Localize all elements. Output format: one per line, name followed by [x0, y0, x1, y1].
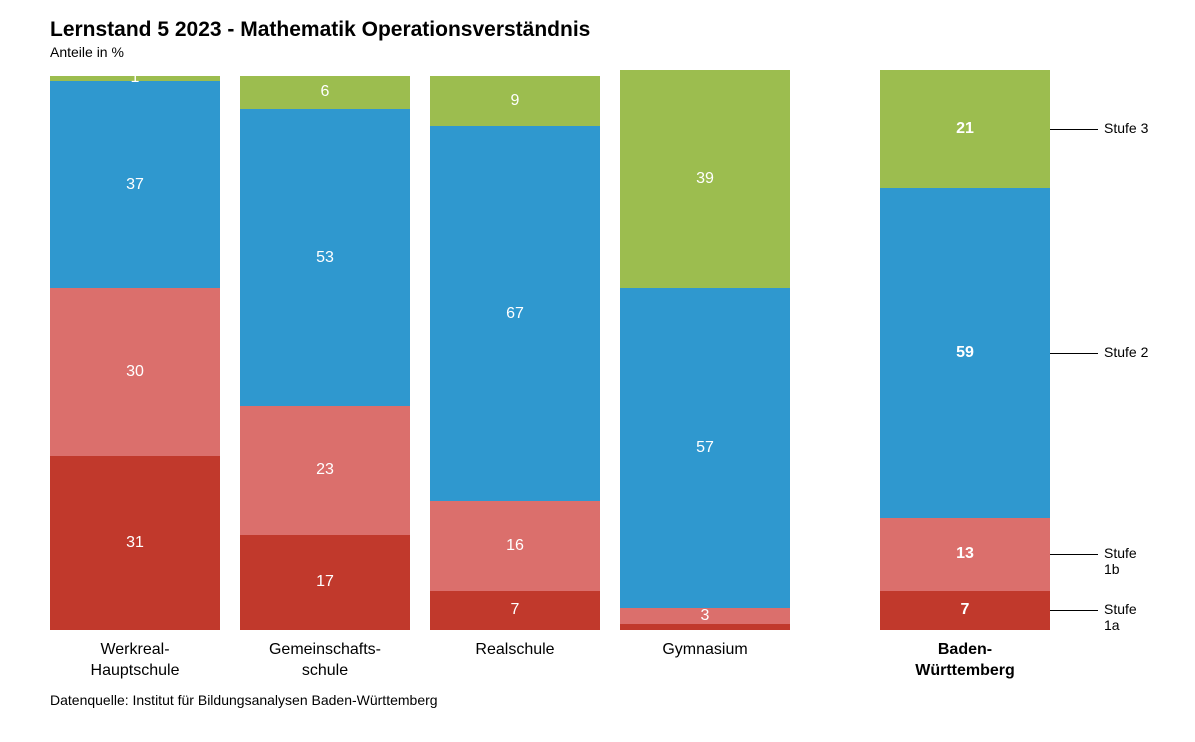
segment-stufe2: 37 [50, 81, 220, 288]
value-label: 16 [506, 537, 524, 555]
segment-stufe1a: 31 [50, 456, 220, 630]
x-axis-label: Werkreal-Hauptschule [50, 640, 220, 682]
value-label: 7 [511, 601, 520, 619]
value-label: 30 [126, 363, 144, 381]
segment-stufe3: 6 [240, 76, 410, 110]
bar-0: 31 30 37 1 [50, 70, 220, 630]
value-label: 59 [956, 344, 974, 362]
segment-stufe2: 59 [880, 188, 1050, 518]
value-label: 53 [316, 249, 334, 267]
segment-stufe2: 53 [240, 109, 410, 406]
bar-2: 7 16 67 9 [430, 70, 600, 630]
legend-label-stufe1b: Stufe 1b [1104, 545, 1150, 577]
segment-stufe1b: 23 [240, 406, 410, 535]
segment-stufe1a: 7 [880, 591, 1050, 630]
value-label: 7 [961, 601, 970, 619]
value-label: 39 [696, 170, 714, 188]
value-label: 31 [126, 534, 144, 552]
segment-stufe1b: 16 [430, 501, 600, 591]
value-label: 21 [956, 120, 974, 138]
legend-leader [1050, 129, 1098, 130]
legend-label-stufe3: Stufe 3 [1104, 120, 1148, 136]
legend-label-stufe1a: Stufe 1a [1104, 601, 1150, 633]
value-label: 3 [701, 607, 710, 625]
value-label: 1 [131, 69, 140, 87]
segment-stufe1b: 30 [50, 288, 220, 456]
value-label: 23 [316, 461, 334, 479]
segment-stufe1a: 17 [240, 535, 410, 630]
value-label: 57 [696, 439, 714, 457]
bar-4: 7 13 59 21 [880, 70, 1050, 630]
chart-subtitle: Anteile in % [50, 44, 124, 60]
x-axis-label: Realschule [430, 640, 600, 661]
value-label: 13 [956, 545, 974, 563]
legend-leader [1050, 554, 1098, 555]
x-axis-label: Gymnasium [620, 640, 790, 661]
segment-stufe3: 21 [880, 70, 1050, 188]
bar-3: 3 57 39 [620, 70, 790, 630]
bar-1: 17 23 53 6 [240, 70, 410, 630]
segment-stufe1a: 7 [430, 591, 600, 630]
x-axis-label: Baden-Württemberg [880, 640, 1050, 682]
value-label: 9 [511, 92, 520, 110]
legend-label-stufe2: Stufe 2 [1104, 344, 1148, 360]
value-label: 37 [126, 176, 144, 194]
value-label: 17 [316, 573, 334, 591]
legend-leader [1050, 353, 1098, 354]
segment-stufe1b: 13 [880, 518, 1050, 591]
x-axis-label: Gemeinschafts-schule [240, 640, 410, 682]
segment-stufe3: 1 [50, 76, 220, 82]
value-label: 6 [321, 83, 330, 101]
chart-title: Lernstand 5 2023 - Mathematik Operations… [50, 18, 590, 42]
segment-stufe3: 9 [430, 76, 600, 126]
segment-stufe2: 67 [430, 126, 600, 501]
segment-stufe2: 57 [620, 288, 790, 607]
segment-stufe3: 39 [620, 70, 790, 288]
segment-stufe1b: 3 [620, 608, 790, 625]
value-label: 67 [506, 305, 524, 323]
data-source: Datenquelle: Institut für Bildungsanalys… [50, 692, 438, 708]
page: Lernstand 5 2023 - Mathematik Operations… [0, 0, 1195, 742]
legend-leader [1050, 610, 1098, 611]
stacked-bar-chart: 3130371Werkreal-Hauptschule1723536Gemein… [50, 70, 1150, 630]
segment-stufe1a [620, 624, 790, 630]
